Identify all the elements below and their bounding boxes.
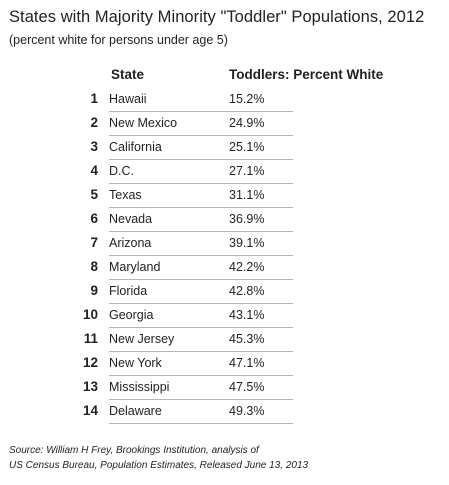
percent-cell: 45.3% xyxy=(229,332,265,346)
state-cell: Texas xyxy=(109,188,142,202)
percent-cell: 36.9% xyxy=(229,212,265,226)
row-divider xyxy=(109,279,293,280)
source-line-1: Source: William H Frey, Brookings Instit… xyxy=(9,445,259,456)
state-cell: Maryland xyxy=(109,260,161,274)
row-divider xyxy=(109,255,293,256)
rank-cell: 12 xyxy=(82,355,98,370)
rank-cell: 4 xyxy=(90,163,98,178)
row-divider xyxy=(109,111,293,112)
rank-cell: 8 xyxy=(90,259,98,274)
percent-cell: 25.1% xyxy=(229,140,265,154)
rank-cell: 11 xyxy=(83,331,98,346)
state-cell: Florida xyxy=(109,284,148,298)
state-cell: Mississippi xyxy=(109,380,170,394)
rank-cell: 13 xyxy=(82,379,98,394)
row-divider xyxy=(109,159,293,160)
percent-cell: 43.1% xyxy=(229,308,265,322)
state-cell: Arizona xyxy=(109,236,152,250)
row-divider xyxy=(109,231,293,232)
source-line-2: US Census Bureau, Population Estimates, … xyxy=(9,460,309,471)
table-row: 5 Texas 31.1% xyxy=(0,184,449,208)
table-row: 12 New York 47.1% xyxy=(0,352,449,376)
table-row: 2 New Mexico 24.9% xyxy=(0,112,449,136)
percent-cell: 39.1% xyxy=(229,236,265,250)
percent-cell: 47.1% xyxy=(229,356,265,370)
percent-cell: 49.3% xyxy=(229,404,265,418)
rank-cell: 6 xyxy=(90,211,98,226)
state-cell: Delaware xyxy=(109,404,162,418)
row-divider xyxy=(109,351,293,352)
column-header-percent-white: Toddlers: Percent White xyxy=(229,67,384,82)
row-divider xyxy=(109,207,293,208)
rank-cell: 10 xyxy=(82,307,98,322)
state-cell: Nevada xyxy=(109,212,153,226)
row-divider xyxy=(109,303,293,304)
table-row: 9 Florida 42.8% xyxy=(0,280,449,304)
rank-cell: 14 xyxy=(82,403,98,418)
page-subtitle: (percent white for persons under age 5) xyxy=(9,33,228,47)
table-row: 13 Mississippi 47.5% xyxy=(0,376,449,400)
percent-cell: 24.9% xyxy=(229,116,265,130)
state-cell: California xyxy=(109,140,162,154)
table-row: 6 Nevada 36.9% xyxy=(0,208,449,232)
table-row: 4 D.C. 27.1% xyxy=(0,160,449,184)
data-table: 1 Hawaii 15.2% 2 New Mexico 24.9% 3 Cali… xyxy=(0,88,449,424)
percent-cell: 42.8% xyxy=(229,284,265,298)
state-cell: Hawaii xyxy=(109,92,147,106)
table-row: 11 New Jersey 45.3% xyxy=(0,328,449,352)
table-row: 1 Hawaii 15.2% xyxy=(0,88,449,112)
rank-cell: 5 xyxy=(90,187,98,202)
rank-cell: 1 xyxy=(90,91,98,106)
rank-cell: 9 xyxy=(90,283,98,298)
state-cell: New Jersey xyxy=(109,332,175,346)
state-cell: New York xyxy=(109,356,162,370)
table-row: 3 California 25.1% xyxy=(0,136,449,160)
percent-cell: 27.1% xyxy=(229,164,265,178)
row-divider xyxy=(109,183,293,184)
rank-cell: 2 xyxy=(90,115,98,130)
row-divider xyxy=(109,135,293,136)
table-row: 7 Arizona 39.1% xyxy=(0,232,449,256)
row-divider xyxy=(109,423,293,424)
state-cell: Georgia xyxy=(109,308,154,322)
row-divider xyxy=(109,399,293,400)
table-row: 10 Georgia 43.1% xyxy=(0,304,449,328)
rank-cell: 3 xyxy=(90,139,98,154)
row-divider xyxy=(109,327,293,328)
percent-cell: 47.5% xyxy=(229,380,265,394)
rank-cell: 7 xyxy=(90,235,98,250)
state-cell: New Mexico xyxy=(109,116,178,130)
source-note: Source: William H Frey, Brookings Instit… xyxy=(9,443,308,473)
state-cell: D.C. xyxy=(109,164,134,178)
row-divider xyxy=(109,375,293,376)
percent-cell: 15.2% xyxy=(229,92,265,106)
percent-cell: 31.1% xyxy=(229,188,265,202)
column-header-state: State xyxy=(111,67,145,82)
page-title: States with Majority Minority "Toddler" … xyxy=(9,8,425,26)
table-row: 14 Delaware 49.3% xyxy=(0,400,449,424)
table-row: 8 Maryland 42.2% xyxy=(0,256,449,280)
percent-cell: 42.2% xyxy=(229,260,265,274)
